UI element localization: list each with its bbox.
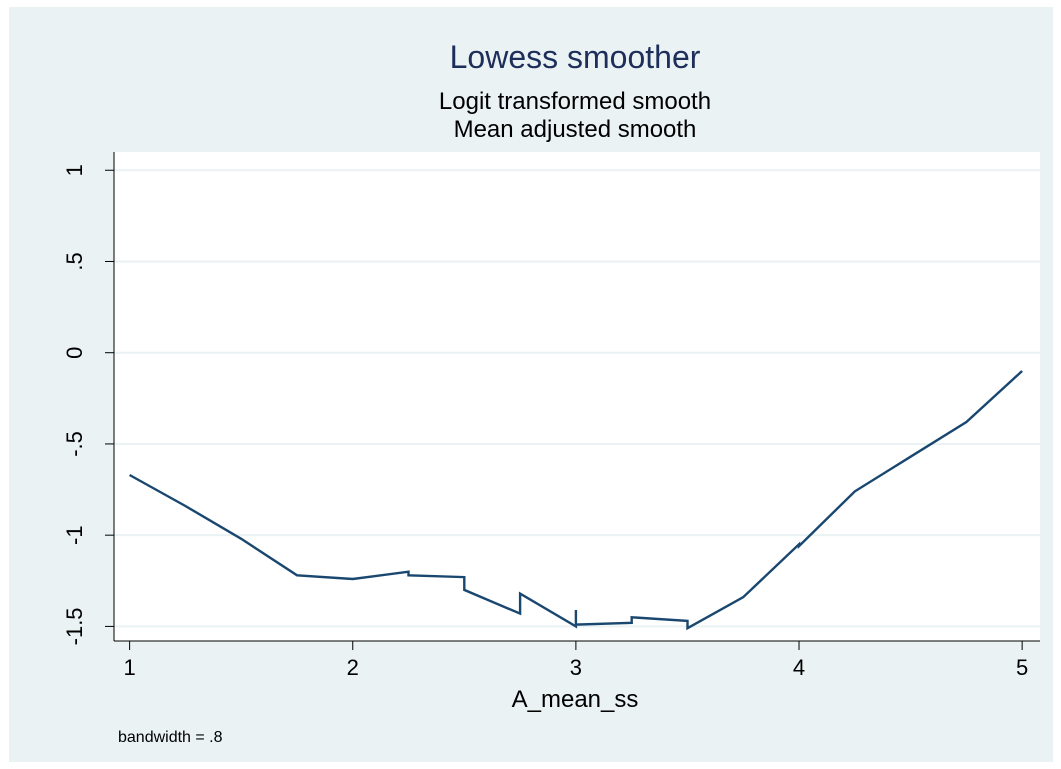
y-tick-label-2: 0 [62, 347, 87, 359]
chart-note: bandwidth = .8 [118, 729, 223, 746]
y-tick-label-1: .5 [62, 252, 87, 270]
chart-subtitle-line-2: Mean adjusted smooth [454, 116, 697, 143]
x-tick-label-3: 4 [793, 655, 805, 680]
x-axis-ticks: 1 2 3 4 5 [123, 641, 1028, 680]
chart-title: Lowess smoother [450, 39, 701, 75]
x-tick-label-4: 5 [1016, 655, 1028, 680]
y-tick-label-0: 1 [62, 164, 87, 176]
y-tick-label-3: -.5 [62, 431, 87, 457]
y-tick-label-5: -1.5 [62, 607, 87, 645]
chart-frame: Lowess smoother Logit transformed smooth… [9, 7, 1053, 762]
plot-area [114, 152, 1040, 641]
x-tick-label-1: 2 [347, 655, 359, 680]
lowess-chart: Lowess smoother Logit transformed smooth… [9, 7, 1053, 762]
y-tick-label-4: -1 [62, 525, 87, 545]
x-tick-label-2: 3 [570, 655, 582, 680]
x-axis-label: A_mean_ss [512, 686, 639, 713]
chart-subtitle-line-1: Logit transformed smooth [439, 88, 711, 115]
y-axis-ticks: 1 .5 0 -.5 -1 -1.5 [62, 164, 114, 645]
x-tick-label-0: 1 [123, 655, 135, 680]
